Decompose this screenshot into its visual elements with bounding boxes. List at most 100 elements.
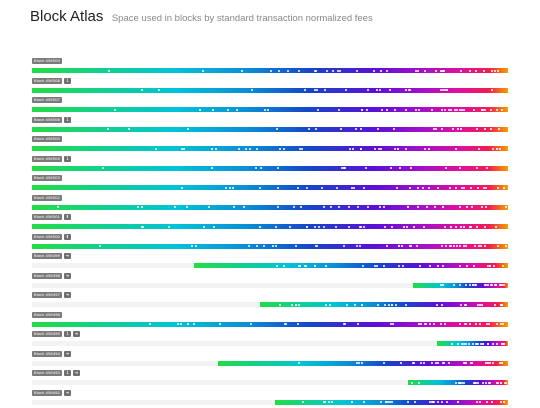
tx-dot[interactable] <box>399 362 402 364</box>
tx-dot[interactable] <box>277 186 280 189</box>
tx-dot[interactable] <box>296 186 299 189</box>
tx-dot[interactable] <box>128 128 131 130</box>
tx-dot[interactable] <box>441 245 443 247</box>
tx-dot[interactable] <box>328 303 331 306</box>
tx-dot[interactable] <box>291 303 294 306</box>
tx-dot[interactable] <box>148 323 151 325</box>
tx-dot[interactable] <box>468 225 471 228</box>
tx-dot[interactable] <box>468 342 471 345</box>
tx-dot[interactable] <box>480 108 483 111</box>
tx-dot[interactable] <box>386 245 389 247</box>
tx-dot[interactable] <box>393 128 396 130</box>
tx-dot[interactable] <box>260 167 263 169</box>
tx-dot[interactable] <box>430 108 433 111</box>
tx-dot[interactable] <box>377 147 380 150</box>
tx-dot[interactable] <box>447 362 450 364</box>
tx-dot[interactable] <box>323 401 326 403</box>
tx-dot[interactable] <box>473 284 476 286</box>
tx-dot[interactable] <box>423 147 426 150</box>
tx-dot[interactable] <box>476 186 479 189</box>
tx-dot[interactable] <box>496 381 499 384</box>
tx-dot[interactable] <box>442 362 445 364</box>
tx-dot[interactable] <box>495 108 498 111</box>
tx-dot[interactable] <box>275 264 278 267</box>
tx-dot[interactable] <box>393 147 396 150</box>
block-fee-bar[interactable] <box>32 146 508 151</box>
tx-dot[interactable] <box>355 362 358 364</box>
tx-dot[interactable] <box>282 147 285 150</box>
tx-dot[interactable] <box>417 186 419 189</box>
tx-dot[interactable] <box>475 167 478 169</box>
tx-dot[interactable] <box>439 323 442 325</box>
tx-dot[interactable] <box>278 69 281 72</box>
arrow-icon[interactable]: ➔ <box>63 350 71 357</box>
tx-dot[interactable] <box>360 225 363 228</box>
tx-dot[interactable] <box>471 206 474 208</box>
tx-dot[interactable] <box>494 225 497 228</box>
tx-dot[interactable] <box>255 245 258 247</box>
tx-dot[interactable] <box>463 342 465 345</box>
tx-dot[interactable] <box>229 186 231 189</box>
tx-dot[interactable] <box>181 186 184 189</box>
tx-dot[interactable] <box>202 69 205 72</box>
tx-dot[interactable] <box>485 401 488 403</box>
tx-dot[interactable] <box>433 323 436 325</box>
tx-dot[interactable] <box>432 401 435 403</box>
tx-dot[interactable] <box>385 401 388 403</box>
tx-dot[interactable] <box>441 401 444 403</box>
tx-dot[interactable] <box>475 342 478 345</box>
tx-dot[interactable] <box>267 108 270 111</box>
tx-dot[interactable] <box>340 128 343 130</box>
tx-dot[interactable] <box>433 206 436 208</box>
tx-dot[interactable] <box>401 245 404 247</box>
tx-dot[interactable] <box>384 225 387 228</box>
tx-dot[interactable] <box>460 225 463 228</box>
tx-dot[interactable] <box>372 69 375 72</box>
tx-dot[interactable] <box>434 69 437 72</box>
tx-dot[interactable] <box>463 108 466 111</box>
tx-dot[interactable] <box>475 225 478 228</box>
tx-dot[interactable] <box>264 108 267 111</box>
tx-dot[interactable] <box>374 147 377 150</box>
tx-dot[interactable] <box>435 362 437 364</box>
tx-dot[interactable] <box>225 186 228 189</box>
tx-dot[interactable] <box>342 323 345 325</box>
tx-dot[interactable] <box>262 245 265 247</box>
tx-dot[interactable] <box>359 245 361 247</box>
tx-dot[interactable] <box>114 108 117 111</box>
tx-dot[interactable] <box>315 245 318 247</box>
block-row[interactable]: Block 456498 ➔ <box>32 272 508 291</box>
tx-dot[interactable] <box>202 225 205 228</box>
tx-dot[interactable] <box>378 206 381 208</box>
tx-dot[interactable] <box>441 108 444 111</box>
tx-dot[interactable] <box>483 108 486 111</box>
tx-dot[interactable] <box>342 167 345 169</box>
tx-dot[interactable] <box>367 206 370 208</box>
block-height-chip[interactable]: Block 456506 <box>32 116 62 123</box>
tx-dot[interactable] <box>480 342 483 345</box>
block-height-chip[interactable]: Block 456495 <box>32 331 62 337</box>
tx-dot[interactable] <box>283 264 285 267</box>
tx-dot[interactable] <box>328 401 331 403</box>
tx-dot[interactable] <box>342 245 345 247</box>
tx-dot[interactable] <box>275 128 278 130</box>
tx-dot[interactable] <box>299 147 302 150</box>
tx-dot[interactable] <box>187 323 190 325</box>
tx-dot[interactable] <box>418 381 421 384</box>
tx-dot[interactable] <box>347 225 350 228</box>
tx-dot[interactable] <box>440 89 442 91</box>
tx-dot[interactable] <box>496 186 499 189</box>
tx-dot[interactable] <box>494 69 497 72</box>
tx-dot[interactable] <box>456 108 459 111</box>
tx-dot[interactable] <box>245 147 248 150</box>
tx-dot[interactable] <box>375 264 378 267</box>
block-row[interactable]: Block 456505 <box>32 136 508 154</box>
tx-dot[interactable] <box>247 245 250 247</box>
tx-dot[interactable] <box>432 128 435 130</box>
tx-dot[interactable] <box>365 167 368 169</box>
tx-dot[interactable] <box>480 245 483 247</box>
tx-dot[interactable] <box>429 401 431 403</box>
tx-dot[interactable] <box>443 323 446 325</box>
tx-dot[interactable] <box>441 69 443 72</box>
tx-dot[interactable] <box>487 362 489 364</box>
